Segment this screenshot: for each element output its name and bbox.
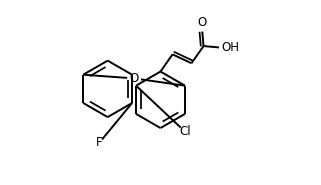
Text: O: O bbox=[198, 16, 207, 29]
Text: F: F bbox=[96, 136, 103, 149]
Text: O: O bbox=[129, 72, 139, 85]
Text: Cl: Cl bbox=[179, 125, 191, 138]
Text: OH: OH bbox=[221, 41, 239, 54]
